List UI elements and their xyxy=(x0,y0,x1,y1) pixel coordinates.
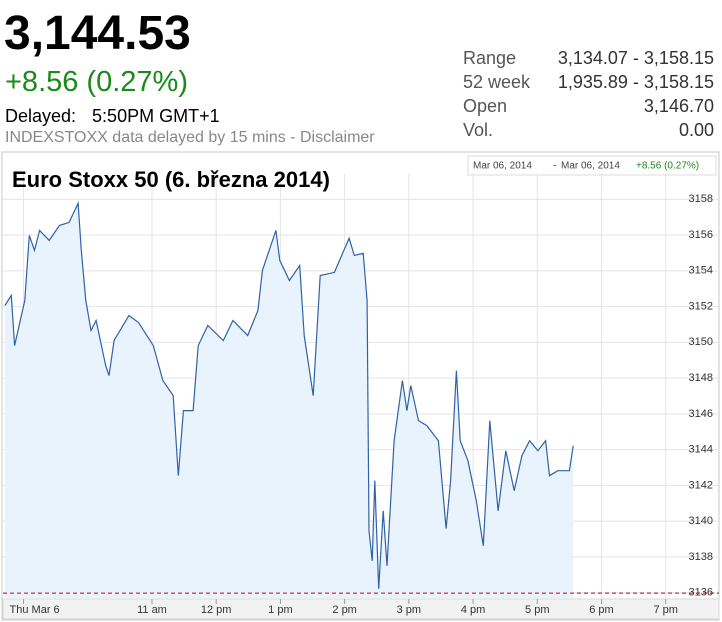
y-tick-label: 3146 xyxy=(689,408,713,420)
stat-row: 52 week 1,935.89 - 3,158.15 xyxy=(463,72,714,96)
range-change: +8.56 (0.27%) xyxy=(636,161,699,172)
x-tick-label: 5 pm xyxy=(525,604,549,616)
x-axis-band xyxy=(2,598,720,620)
area-fill xyxy=(4,203,574,598)
y-tick-label: 3158 xyxy=(689,193,713,205)
y-tick-label: 3148 xyxy=(689,372,713,384)
stat-label: Open xyxy=(463,96,508,116)
y-tick-label: 3156 xyxy=(689,229,713,241)
stat-value: 0.00 xyxy=(678,120,714,140)
delay-time: 5:50PM GMT+1 xyxy=(92,106,220,126)
x-tick-label: 11 am xyxy=(137,604,167,616)
x-tick-label: 2 pm xyxy=(332,604,356,616)
range-end: Mar 06, 2014 xyxy=(561,161,620,172)
x-tick-label: 7 pm xyxy=(653,604,677,616)
date-range-box xyxy=(467,155,717,176)
range-separator: - xyxy=(553,161,556,172)
stat-row: Range 3,134.07 - 3,158.15 xyxy=(463,48,714,72)
stat-label: 52 week xyxy=(463,72,531,92)
stats-table: Range 3,134.07 - 3,158.15 52 week 1,935.89 … xyxy=(463,48,714,144)
price: 3,144.53 xyxy=(4,7,191,60)
stat-row: Open 3,146.70 xyxy=(463,96,714,120)
y-tick-label: 3136 xyxy=(689,587,713,599)
x-tick-label: Thu Mar 6 xyxy=(10,604,60,616)
y-tick-label: 3150 xyxy=(689,336,713,348)
stat-row: Vol. 0.00 xyxy=(463,120,714,144)
y-tick-label: 3152 xyxy=(689,300,713,312)
y-tick-label: 3142 xyxy=(689,479,713,491)
y-tick-label: 3138 xyxy=(689,551,713,563)
stat-value: 3,134.07 - 3,158.15 xyxy=(557,48,714,68)
x-tick-label: 1 pm xyxy=(268,604,292,616)
stat-value: 1,935.89 - 3,158.15 xyxy=(557,72,714,92)
y-tick-label: 3154 xyxy=(689,265,713,277)
y-tick-label: 3144 xyxy=(689,444,713,456)
x-tick-label: 3 pm xyxy=(397,604,421,616)
price-line xyxy=(4,200,574,589)
x-tick-label: 6 pm xyxy=(589,604,613,616)
x-tick-label: 4 pm xyxy=(461,604,485,616)
delayed-label: Delayed: xyxy=(5,106,77,126)
stat-label: Vol. xyxy=(463,120,494,140)
price-change: +8.56 (0.27%) xyxy=(5,66,188,98)
stat-value: 3,146.70 xyxy=(643,96,714,116)
disclaimer[interactable]: INDEXSTOXX data delayed by 15 mins - Dis… xyxy=(5,129,375,146)
x-tick-label: 12 pm xyxy=(201,604,232,616)
chart-title: Euro Stoxx 50 (6. března 2014) xyxy=(12,167,330,192)
delay-info: Delayed: 5:50PM GMT+1 xyxy=(5,106,220,127)
range-start: Mar 06, 2014 xyxy=(473,161,532,172)
stat-label: Range xyxy=(463,48,517,68)
y-tick-label: 3140 xyxy=(689,515,713,527)
